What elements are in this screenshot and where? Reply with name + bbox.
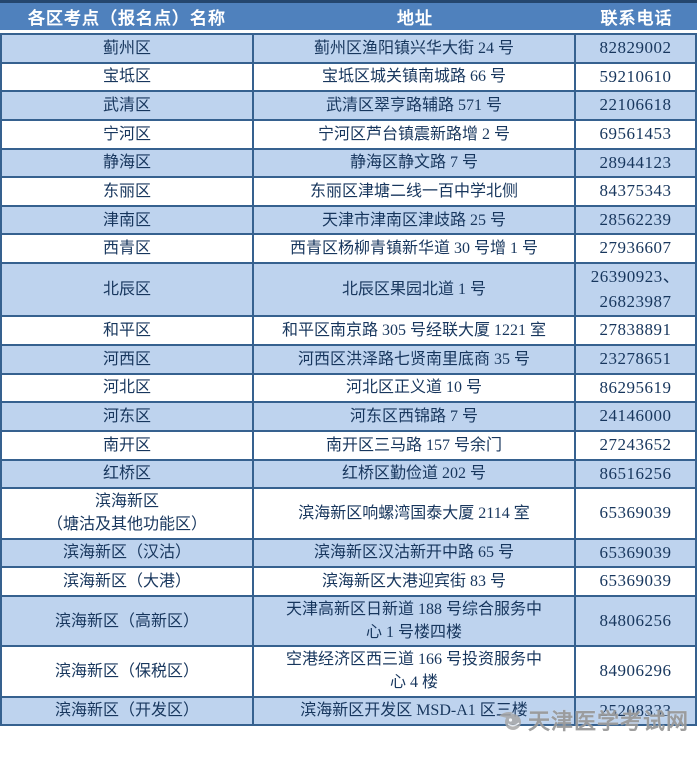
table-row: 河北区 河北区正义道 10 号 86295619 <box>0 374 697 404</box>
table-header: 各区考点（报名点）名称 地址 联系电话 <box>0 0 697 33</box>
phone-cell: 27243652 <box>576 431 697 461</box>
district-name-cell: 河西区 <box>0 346 254 375</box>
district-name-cell: 东丽区 <box>0 178 254 207</box>
phone-cell: 59210610 <box>576 63 697 93</box>
district-name-cell: 滨海新区（保税区） <box>0 647 254 698</box>
table-row: 北辰区 北辰区果园北道 1 号 26390923、 26823987 <box>0 264 697 318</box>
district-name-cell: 静海区 <box>0 149 254 179</box>
district-name-cell: 蓟州区 <box>0 33 254 64</box>
address-cell: 红桥区勤俭道 202 号 <box>254 460 576 490</box>
address-cell: 河北区正义道 10 号 <box>254 374 576 404</box>
phone-cell: 28944123 <box>576 149 697 179</box>
phone-cell: 26390923、 26823987 <box>576 264 697 318</box>
district-name-cell: 滨海新区 （塘沽及其他功能区） <box>0 489 254 540</box>
address-cell: 宁河区芦台镇震新路增 2 号 <box>254 120 576 150</box>
address-cell: 东丽区津塘二线一百中学北侧 <box>254 178 576 207</box>
table-row: 东丽区 东丽区津塘二线一百中学北侧 84375343 <box>0 178 697 207</box>
district-name-cell: 武清区 <box>0 92 254 121</box>
address-cell: 宝坻区城关镇南城路 66 号 <box>254 63 576 93</box>
address-cell: 蓟州区渔阳镇兴华大街 24 号 <box>254 33 576 64</box>
district-name-cell: 滨海新区（汉沽） <box>0 539 254 569</box>
table-row: 静海区 静海区静文路 7 号 28944123 <box>0 149 697 179</box>
table-row: 滨海新区（开发区） 滨海新区开发区 MSD-A1 区三楼 25208333 <box>0 697 697 727</box>
table-row: 宝坻区 宝坻区城关镇南城路 66 号 59210610 <box>0 63 697 93</box>
district-name-cell: 和平区 <box>0 317 254 347</box>
header-address: 地址 <box>254 0 576 33</box>
district-name-cell: 河东区 <box>0 403 254 432</box>
phone-cell: 25208333 <box>576 697 697 727</box>
phone-cell: 65369039 <box>576 568 697 597</box>
phone-cell: 86516256 <box>576 460 697 490</box>
table-row: 滨海新区（保税区） 空港经济区西三道 166 号投资服务中 心 4 楼 8490… <box>0 647 697 698</box>
phone-cell: 82829002 <box>576 33 697 64</box>
address-cell: 滨海新区开发区 MSD-A1 区三楼 <box>254 697 576 727</box>
table-row: 西青区 西青区杨柳青镇新华道 30 号增 1 号 27936607 <box>0 235 697 265</box>
address-cell: 天津市津南区津歧路 25 号 <box>254 206 576 236</box>
district-name-cell: 滨海新区（开发区） <box>0 697 254 727</box>
phone-cell: 24146000 <box>576 403 697 432</box>
address-cell: 武清区翠亨路辅路 571 号 <box>254 92 576 121</box>
district-name-cell: 河北区 <box>0 374 254 404</box>
address-cell: 河西区洪泽路七贤南里底商 35 号 <box>254 346 576 375</box>
phone-cell: 27936607 <box>576 235 697 265</box>
address-cell: 南开区三马路 157 号余门 <box>254 431 576 461</box>
district-name-cell: 南开区 <box>0 431 254 461</box>
district-name-cell: 宁河区 <box>0 120 254 150</box>
table-row: 武清区 武清区翠亨路辅路 571 号 22106618 <box>0 92 697 121</box>
address-cell: 北辰区果园北道 1 号 <box>254 264 576 318</box>
phone-cell: 27838891 <box>576 317 697 347</box>
phone-cell: 65369039 <box>576 489 697 540</box>
address-cell: 和平区南京路 305 号经联大厦 1221 室 <box>254 317 576 347</box>
address-cell: 滨海新区响螺湾国泰大厦 2114 室 <box>254 489 576 540</box>
header-district-name: 各区考点（报名点）名称 <box>0 0 254 33</box>
district-name-cell: 滨海新区（大港） <box>0 568 254 597</box>
table-row: 滨海新区（大港） 滨海新区大港迎宾街 83 号 65369039 <box>0 568 697 597</box>
district-name-cell: 津南区 <box>0 206 254 236</box>
district-name-cell: 西青区 <box>0 235 254 265</box>
table-row: 和平区 和平区南京路 305 号经联大厦 1221 室 27838891 <box>0 317 697 347</box>
district-name-cell: 红桥区 <box>0 460 254 490</box>
address-cell: 滨海新区大港迎宾街 83 号 <box>254 568 576 597</box>
address-cell: 河东区西锦路 7 号 <box>254 403 576 432</box>
phone-cell: 65369039 <box>576 539 697 569</box>
table-row: 南开区 南开区三马路 157 号余门 27243652 <box>0 431 697 461</box>
address-cell: 西青区杨柳青镇新华道 30 号增 1 号 <box>254 235 576 265</box>
table-row: 河西区 河西区洪泽路七贤南里底商 35 号 23278651 <box>0 346 697 375</box>
table-row: 宁河区 宁河区芦台镇震新路增 2 号 69561453 <box>0 120 697 150</box>
phone-cell: 84906296 <box>576 647 697 698</box>
phone-cell: 22106618 <box>576 92 697 121</box>
address-cell: 静海区静文路 7 号 <box>254 149 576 179</box>
address-cell: 空港经济区西三道 166 号投资服务中 心 4 楼 <box>254 647 576 698</box>
phone-cell: 84375343 <box>576 178 697 207</box>
phone-cell: 28562239 <box>576 206 697 236</box>
district-name-cell: 北辰区 <box>0 264 254 318</box>
table-body: 蓟州区 蓟州区渔阳镇兴华大街 24 号 82829002 宝坻区 宝坻区城关镇南… <box>0 33 697 727</box>
table-row: 津南区 天津市津南区津歧路 25 号 28562239 <box>0 206 697 236</box>
table-row: 滨海新区（高新区） 天津高新区日新道 188 号综合服务中 心 1 号楼四楼 8… <box>0 596 697 648</box>
exam-points-table: 各区考点（报名点）名称 地址 联系电话 蓟州区 蓟州区渔阳镇兴华大街 24 号 … <box>0 0 697 727</box>
table-row: 滨海新区 （塘沽及其他功能区） 滨海新区响螺湾国泰大厦 2114 室 65369… <box>0 489 697 540</box>
table-row: 河东区 河东区西锦路 7 号 24146000 <box>0 403 697 432</box>
district-name-cell: 滨海新区（高新区） <box>0 596 254 648</box>
table-row: 蓟州区 蓟州区渔阳镇兴华大街 24 号 82829002 <box>0 33 697 64</box>
address-cell: 天津高新区日新道 188 号综合服务中 心 1 号楼四楼 <box>254 596 576 648</box>
header-phone: 联系电话 <box>576 0 697 33</box>
phone-cell: 84806256 <box>576 596 697 648</box>
phone-cell: 69561453 <box>576 120 697 150</box>
phone-cell: 23278651 <box>576 346 697 375</box>
address-cell: 滨海新区汉沽新开中路 65 号 <box>254 539 576 569</box>
table-row: 滨海新区（汉沽） 滨海新区汉沽新开中路 65 号 65369039 <box>0 539 697 569</box>
header-row: 各区考点（报名点）名称 地址 联系电话 <box>0 0 697 33</box>
district-name-cell: 宝坻区 <box>0 63 254 93</box>
phone-cell: 86295619 <box>576 374 697 404</box>
table-row: 红桥区 红桥区勤俭道 202 号 86516256 <box>0 460 697 490</box>
